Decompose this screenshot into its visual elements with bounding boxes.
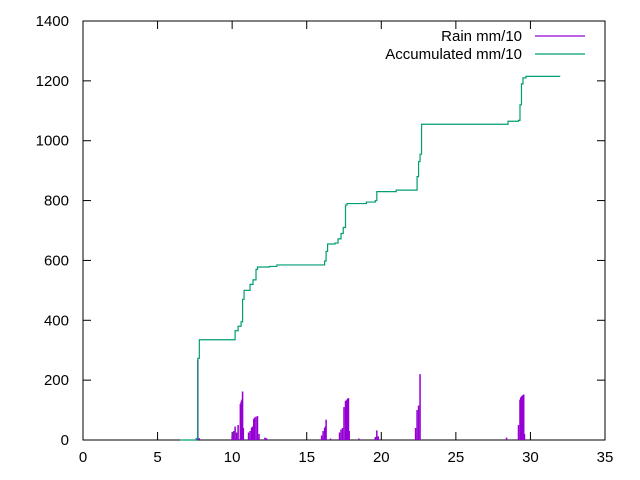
- x-tick-label: 25: [448, 449, 465, 466]
- x-tick-label: 10: [224, 449, 241, 466]
- y-tick-label: 400: [44, 312, 69, 329]
- y-tick-label: 800: [44, 193, 69, 210]
- y-tick-label: 1000: [36, 133, 69, 150]
- y-tick-label: 200: [44, 372, 69, 389]
- x-tick-label: 15: [298, 449, 315, 466]
- y-tick-label: 0: [61, 432, 69, 449]
- x-tick-label: 0: [79, 449, 87, 466]
- plot-frame: [82, 20, 606, 441]
- x-tick-label: 20: [373, 449, 390, 466]
- y-tick-label: 1200: [36, 73, 69, 90]
- legend-label: Rain mm/10: [441, 28, 522, 45]
- legend-label: Accumulated mm/10: [385, 46, 522, 63]
- series-layer: [179, 75, 561, 441]
- series-accumulated-line: [179, 75, 561, 441]
- x-tick-label: 35: [597, 449, 614, 466]
- axis-ticks: 0 5 10 15 20 25 30 35 0 200 400 600 800 1000 1200 1400: [36, 13, 614, 466]
- x-tick-label: 30: [522, 449, 539, 466]
- x-tick-label: 5: [153, 449, 161, 466]
- series-rain: [195, 359, 526, 440]
- y-tick-label: 600: [44, 252, 69, 269]
- y-tick-label: 1400: [36, 13, 69, 30]
